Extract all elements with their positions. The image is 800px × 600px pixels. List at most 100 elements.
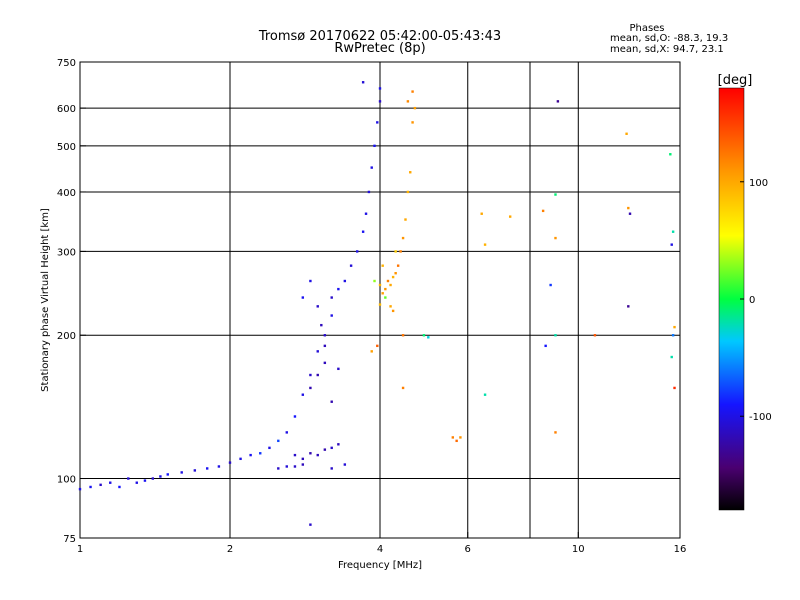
data-point [554, 236, 557, 240]
data-point [376, 121, 379, 124]
data-point [378, 100, 382, 103]
y-tick-label: 600 [57, 104, 76, 115]
data-point [411, 121, 414, 124]
data-point [367, 190, 371, 194]
data-point [330, 296, 333, 299]
x-axis-label: Frequency [MHz] [338, 560, 422, 571]
data-point [401, 236, 405, 240]
data-point [480, 212, 483, 215]
data-point [422, 334, 426, 337]
data-point [384, 296, 387, 299]
data-point [301, 457, 305, 461]
x-tick-label: 4 [377, 544, 383, 555]
chart-subtitle: RwPretec (8p) [334, 41, 425, 56]
plot-area: 1 2 4 6 10 16 75 100 200 300 400 500 600 750 [57, 58, 686, 555]
data-point [459, 436, 462, 439]
data-point [549, 283, 552, 287]
data-point [669, 153, 672, 156]
data-point [364, 212, 368, 215]
data-point [320, 323, 323, 327]
x-tick-label: 6 [465, 544, 471, 555]
data-point [413, 106, 417, 110]
colorbar-tick-label: -100 [749, 412, 772, 423]
data-point [389, 305, 392, 308]
data-point [370, 350, 373, 353]
data-point [384, 287, 387, 291]
data-point [381, 292, 384, 295]
data-point [673, 325, 676, 329]
data-point [151, 477, 155, 480]
data-point [554, 193, 557, 196]
colorbar-gradient [718, 87, 745, 511]
data-point [309, 523, 312, 526]
data-point [159, 475, 162, 478]
data-point [193, 469, 197, 472]
data-point [625, 132, 628, 135]
data-point [378, 303, 382, 306]
data-point [627, 305, 630, 308]
data-point [554, 431, 557, 434]
data-point [427, 336, 430, 339]
y-tick-label: 100 [57, 475, 76, 486]
data-point [389, 283, 392, 287]
data-point [166, 473, 169, 476]
data-point [330, 314, 333, 317]
grid-lines [80, 62, 681, 538]
y-tick-label: 500 [57, 142, 76, 153]
data-point [301, 463, 305, 466]
data-point [316, 350, 319, 353]
x-tick-label: 16 [674, 544, 687, 555]
data-point [401, 386, 405, 390]
data-point [628, 212, 632, 215]
data-point [330, 400, 333, 403]
data-point [556, 100, 560, 103]
data-point [554, 334, 557, 337]
data-point [316, 453, 319, 457]
data-point [268, 446, 271, 450]
data-point [391, 309, 395, 313]
data-point [483, 243, 487, 246]
data-point [301, 393, 305, 396]
data-point [323, 334, 327, 337]
colorbar-tick-label: 100 [749, 178, 768, 189]
x-tick-label: 1 [77, 544, 83, 555]
data-point [89, 485, 92, 489]
data-point [370, 166, 373, 169]
data-point [673, 386, 676, 390]
data-point [118, 485, 121, 489]
data-point [316, 373, 319, 377]
data-point [337, 443, 340, 446]
data-point [396, 264, 400, 267]
data-point [378, 87, 382, 90]
data-point [337, 367, 340, 371]
data-point [99, 483, 102, 487]
data-point [309, 452, 312, 455]
data-points [78, 81, 676, 526]
data-point [309, 386, 312, 390]
y-axis-ticks: 75 100 200 300 400 500 600 750 [57, 58, 86, 545]
data-point [391, 275, 395, 279]
y-tick-label: 400 [57, 188, 76, 199]
data-point [135, 481, 138, 484]
data-point [249, 453, 252, 457]
data-point [143, 479, 147, 482]
phase-stats-x-mode: mean, sd,X: 94.7, 23.1 [610, 44, 724, 55]
data-point [239, 457, 242, 461]
data-point [316, 305, 319, 308]
data-point [406, 100, 410, 103]
colorbar-label: [deg] [718, 73, 753, 88]
x-axis-ticks: 1 2 4 6 10 16 [77, 532, 687, 555]
data-point [343, 279, 347, 283]
data-point [259, 452, 262, 455]
data-point [386, 279, 390, 283]
data-point [409, 171, 412, 174]
data-point [330, 446, 333, 450]
data-point [627, 206, 630, 210]
data-point [355, 250, 359, 253]
chart-title: Tromsø 20170622 05:42:00-05:43:43 [258, 29, 501, 44]
data-point [406, 190, 410, 194]
data-point [301, 296, 305, 299]
data-point [285, 431, 288, 434]
y-tick-label: 750 [57, 58, 76, 69]
